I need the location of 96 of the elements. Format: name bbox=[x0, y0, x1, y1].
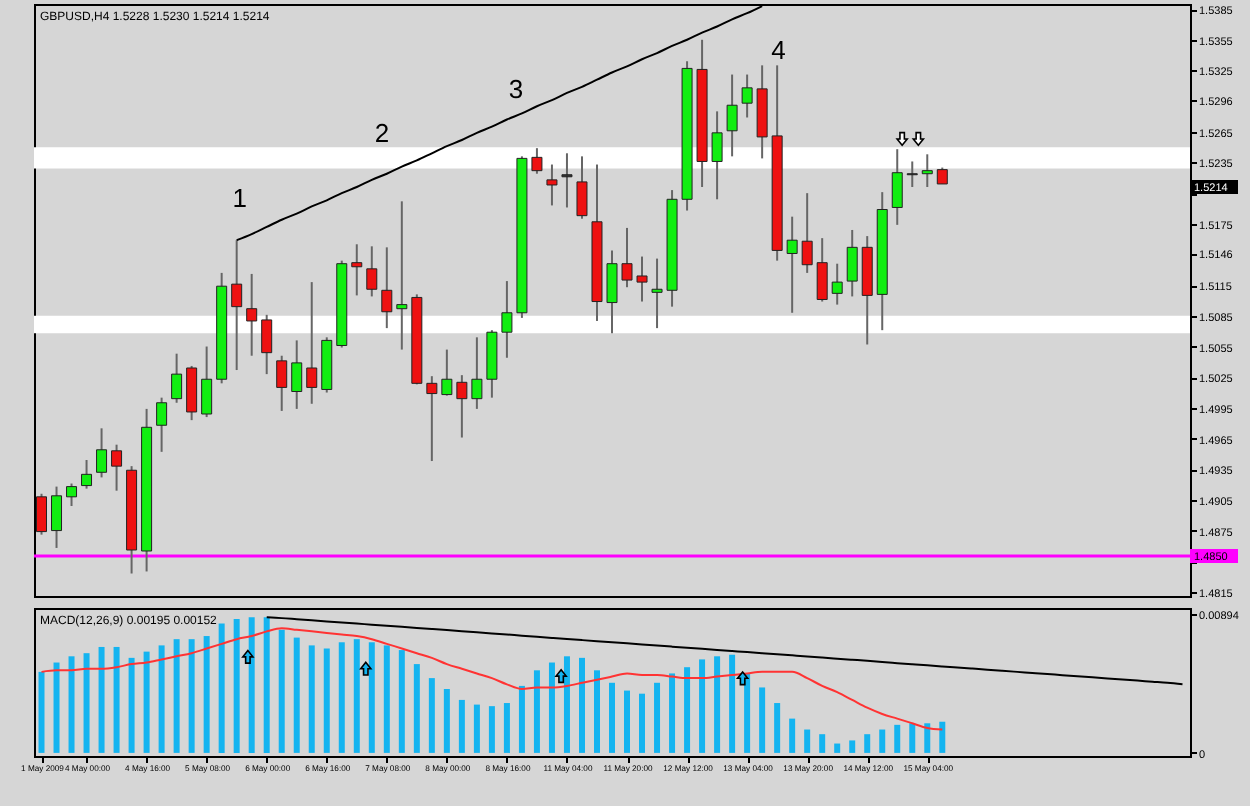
candlestick bbox=[351, 243, 363, 297]
bar bbox=[263, 617, 270, 753]
bar bbox=[458, 699, 465, 753]
candlestick bbox=[396, 200, 408, 351]
bar bbox=[939, 721, 946, 753]
candlestick bbox=[366, 245, 378, 298]
bar bbox=[864, 734, 871, 753]
bar bbox=[323, 648, 330, 753]
bar bbox=[398, 650, 405, 753]
candlestick bbox=[726, 73, 738, 158]
bar bbox=[308, 645, 315, 753]
candlestick bbox=[201, 345, 213, 419]
candlestick bbox=[111, 443, 123, 492]
bar bbox=[53, 662, 60, 753]
candlestick bbox=[891, 148, 903, 226]
annotation: 1 bbox=[232, 183, 247, 214]
bar bbox=[834, 743, 841, 753]
bar bbox=[338, 642, 345, 753]
bar bbox=[413, 664, 420, 753]
candlestick bbox=[426, 375, 438, 463]
bar bbox=[503, 703, 510, 753]
bar bbox=[83, 653, 90, 753]
bar bbox=[669, 673, 676, 753]
candlestick bbox=[96, 427, 108, 479]
bar bbox=[819, 734, 826, 753]
candlestick bbox=[846, 228, 858, 298]
bar bbox=[218, 623, 225, 753]
annotation: 4 bbox=[771, 35, 786, 66]
bar bbox=[143, 651, 150, 753]
candlestick bbox=[546, 163, 558, 207]
candlestick bbox=[801, 192, 813, 274]
annotation: 3 bbox=[508, 73, 524, 104]
line-series bbox=[265, 616, 1184, 686]
bar bbox=[68, 656, 75, 753]
bar bbox=[293, 637, 300, 753]
bar bbox=[789, 718, 796, 753]
bar bbox=[909, 723, 916, 753]
bar bbox=[624, 690, 631, 753]
candlestick bbox=[381, 246, 393, 330]
bar bbox=[443, 689, 450, 753]
bar bbox=[98, 646, 105, 753]
bar bbox=[158, 645, 165, 753]
annotation: 2 bbox=[374, 118, 390, 149]
bar bbox=[233, 618, 240, 753]
bar bbox=[714, 656, 721, 753]
bar bbox=[38, 671, 45, 753]
bar bbox=[428, 678, 435, 753]
bar bbox=[128, 657, 135, 753]
bar bbox=[609, 682, 615, 753]
candlestick bbox=[561, 152, 573, 209]
bar bbox=[804, 729, 811, 753]
bar bbox=[684, 667, 691, 753]
candlestick bbox=[171, 352, 183, 404]
bar bbox=[849, 740, 856, 753]
candlestick bbox=[66, 482, 78, 508]
bar bbox=[533, 670, 540, 753]
bar bbox=[383, 645, 390, 753]
candlestick bbox=[306, 281, 318, 405]
bar bbox=[593, 670, 600, 753]
bar bbox=[173, 639, 180, 753]
bar bbox=[774, 703, 781, 753]
bar bbox=[654, 682, 661, 753]
candlestick bbox=[906, 160, 918, 189]
bar bbox=[639, 693, 646, 753]
candlestick bbox=[186, 364, 198, 422]
bar bbox=[113, 646, 120, 753]
candlestick bbox=[81, 459, 93, 490]
candlestick bbox=[576, 155, 588, 220]
candlestick bbox=[786, 215, 798, 314]
bar bbox=[699, 659, 706, 753]
candlestick bbox=[156, 396, 168, 453]
candlestick bbox=[816, 237, 828, 303]
bar bbox=[879, 729, 886, 753]
bar bbox=[488, 706, 495, 753]
candlestick bbox=[231, 239, 243, 372]
candlestick bbox=[261, 313, 273, 376]
bar bbox=[894, 724, 901, 753]
bar bbox=[578, 657, 585, 753]
bar bbox=[924, 723, 931, 753]
bar bbox=[203, 636, 210, 753]
bar bbox=[729, 654, 736, 753]
bar bbox=[278, 629, 285, 753]
bar bbox=[473, 704, 480, 753]
bar bbox=[188, 639, 195, 753]
bar bbox=[353, 639, 360, 753]
candlestick bbox=[51, 485, 63, 549]
candlestick bbox=[246, 272, 258, 357]
candlestick bbox=[276, 354, 288, 412]
bar bbox=[518, 685, 525, 753]
candlestick bbox=[921, 153, 933, 189]
candlestick bbox=[831, 262, 843, 306]
line-series bbox=[40, 627, 944, 731]
candlestick bbox=[36, 492, 48, 536]
bar bbox=[548, 662, 555, 753]
candlestick bbox=[291, 339, 303, 410]
bar bbox=[759, 687, 766, 753]
